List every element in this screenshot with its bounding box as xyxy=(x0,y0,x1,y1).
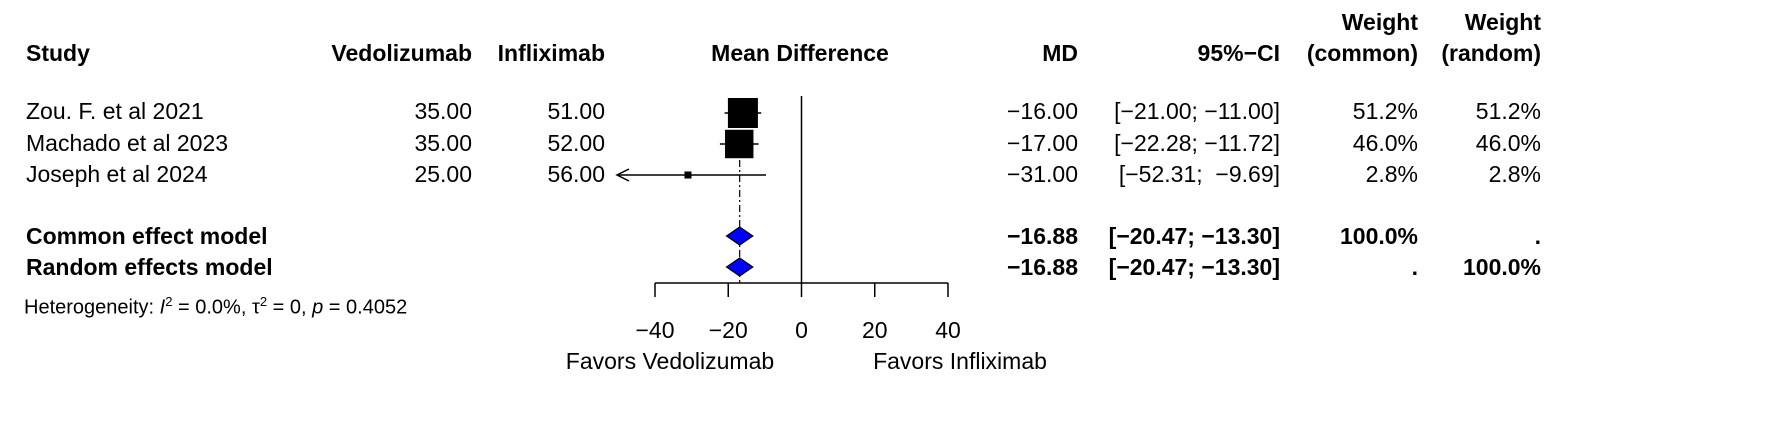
pooled-ci: [−20.47; −13.30] xyxy=(1108,223,1280,249)
x-tick-label: 0 xyxy=(795,317,808,343)
col-header-md: MD xyxy=(1042,40,1078,66)
col-header-infliximab: Infliximab xyxy=(497,40,605,66)
study-md: −16.00 xyxy=(1007,98,1078,124)
favors-left-label: Favors Vedolizumab xyxy=(565,348,775,374)
heterogeneity-text: Heterogeneity: I2 = 0.0%, τ2 = 0, p = 0.… xyxy=(24,288,407,322)
x-tick-label: −40 xyxy=(635,317,674,343)
x-tick-label: −20 xyxy=(709,317,748,343)
favors-right-label: Favors Infliximab xyxy=(873,348,1047,374)
tau-symbol: τ xyxy=(251,296,260,319)
study-vedolizumab: 25.00 xyxy=(414,161,472,187)
tau-superscript: 2 xyxy=(259,294,268,309)
study-ci: [−52.31; −9.69] xyxy=(1118,161,1280,187)
study-weight-random: 51.2% xyxy=(1475,98,1541,124)
pooled-name: Random effects model xyxy=(26,254,273,280)
pooled-md: −16.88 xyxy=(1007,254,1078,280)
study-square xyxy=(684,171,692,179)
col-header-weight-random-line1: Weight xyxy=(1464,9,1541,35)
study-md: −31.00 xyxy=(1007,161,1078,187)
pooled-ci: [−20.47; −13.30] xyxy=(1108,254,1280,280)
study-square xyxy=(725,129,754,159)
study-weight-random: 46.0% xyxy=(1475,130,1541,156)
study-infliximab: 52.00 xyxy=(547,130,605,156)
tau-value: = 0, xyxy=(267,296,313,319)
col-header-weight-common-line2: (common) xyxy=(1306,40,1418,66)
study-name: Zou. F. et al 2021 xyxy=(26,98,204,124)
study-ci: [−21.00; −11.00] xyxy=(1114,98,1280,124)
i2-symbol: I xyxy=(159,296,166,319)
p-symbol: p xyxy=(312,296,324,319)
pooled-weight-random: 100.0% xyxy=(1462,254,1541,280)
study-vedolizumab: 35.00 xyxy=(414,130,472,156)
study-vedolizumab: 35.00 xyxy=(414,98,472,124)
study-square xyxy=(727,98,758,128)
x-tick-label: 40 xyxy=(935,317,961,343)
col-header-study: Study xyxy=(26,40,90,66)
pooled-weight-common: 100.0% xyxy=(1339,223,1418,249)
pooled-weight-common: . xyxy=(1411,254,1418,280)
pooled-name: Common effect model xyxy=(26,223,268,249)
pooled-diamond xyxy=(725,226,754,246)
x-tick-label: 20 xyxy=(862,317,888,343)
pooled-md: −16.88 xyxy=(1007,223,1078,249)
study-name: Machado et al 2023 xyxy=(26,130,229,156)
study-weight-common: 2.8% xyxy=(1365,161,1418,187)
study-weight-common: 51.2% xyxy=(1352,98,1418,124)
col-header-ci: 95%−CI xyxy=(1197,40,1280,66)
pooled-diamond xyxy=(725,257,754,277)
i2-superscript: 2 xyxy=(165,294,173,309)
col-header-weight-common-line1: Weight xyxy=(1341,9,1418,35)
study-md: −17.00 xyxy=(1007,130,1078,156)
study-infliximab: 56.00 xyxy=(547,161,605,187)
study-infliximab: 51.00 xyxy=(547,98,605,124)
study-ci: [−22.28; −11.72] xyxy=(1114,130,1280,156)
col-header-mean-difference: Mean Difference xyxy=(711,40,889,66)
study-weight-random: 2.8% xyxy=(1488,161,1541,187)
pooled-weight-random: . xyxy=(1534,223,1541,249)
col-header-vedolizumab: Vedolizumab xyxy=(331,40,472,66)
study-name: Joseph et al 2024 xyxy=(26,161,208,187)
col-header-weight-random-line2: (random) xyxy=(1441,40,1541,66)
p-value: = 0.4052 xyxy=(323,296,408,319)
heterogeneity-prefix: Heterogeneity: xyxy=(24,296,160,319)
i2-value: = 0.0%, xyxy=(172,296,252,319)
ci-truncation-arrow xyxy=(615,168,630,182)
study-weight-common: 46.0% xyxy=(1352,130,1418,156)
